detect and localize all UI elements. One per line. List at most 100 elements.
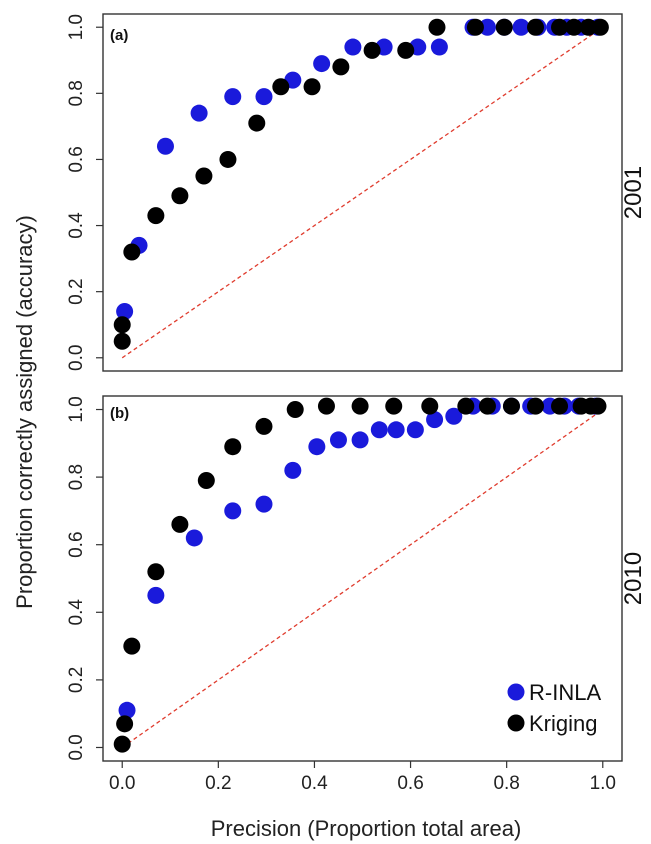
point-kriging bbox=[579, 18, 597, 36]
point-kriging bbox=[317, 397, 335, 415]
y-tick-label: 0.6 bbox=[66, 531, 87, 557]
y-tick-label: 0.4 bbox=[66, 212, 87, 239]
point-kriging bbox=[123, 637, 141, 655]
y-tick-label: 1.0 bbox=[66, 14, 87, 40]
x-tick-label: 0.6 bbox=[397, 773, 423, 794]
legend: R-INLA Kriging bbox=[507, 680, 601, 736]
legend-marker-r-inla bbox=[507, 683, 525, 701]
y-tick-label: 0.2 bbox=[66, 278, 87, 304]
point-r-inla bbox=[116, 303, 134, 320]
point-kriging bbox=[219, 150, 237, 168]
point-kriging bbox=[171, 187, 189, 205]
point-kriging bbox=[123, 243, 141, 261]
x-tick-label: 1.0 bbox=[590, 773, 616, 794]
point-kriging bbox=[591, 18, 609, 36]
point-kriging bbox=[116, 715, 134, 733]
point-kriging bbox=[113, 735, 131, 753]
point-r-inla bbox=[313, 55, 331, 73]
point-kriging bbox=[113, 332, 131, 350]
point-r-inla bbox=[351, 431, 369, 449]
point-r-inla bbox=[224, 502, 242, 520]
y-tick-label: 0.0 bbox=[66, 345, 87, 371]
point-r-inla bbox=[426, 411, 444, 429]
point-r-inla bbox=[255, 495, 273, 513]
point-r-inla bbox=[478, 18, 496, 36]
x-tick-label: 0.8 bbox=[493, 773, 519, 794]
year-label: 2001 bbox=[620, 166, 647, 219]
y-tick-label: 1.0 bbox=[66, 396, 87, 422]
point-r-inla bbox=[387, 421, 405, 439]
point-r-inla bbox=[190, 104, 208, 122]
x-tick-label: 0.2 bbox=[205, 773, 231, 794]
point-r-inla bbox=[344, 38, 362, 56]
point-r-inla bbox=[156, 137, 174, 155]
point-kriging bbox=[224, 438, 242, 456]
y-tick-label: 0.0 bbox=[66, 734, 87, 760]
point-r-inla bbox=[118, 701, 136, 719]
point-kriging bbox=[495, 18, 513, 36]
point-kriging bbox=[147, 563, 165, 581]
x-axis-title: Precision (Proportion total area) bbox=[211, 816, 522, 841]
y-tick-label: 0.2 bbox=[66, 667, 87, 693]
point-kriging bbox=[195, 167, 213, 185]
point-kriging bbox=[255, 417, 273, 435]
point-kriging bbox=[551, 397, 569, 415]
point-kriging bbox=[551, 18, 569, 36]
x-tick-label: 0.4 bbox=[301, 773, 328, 794]
legend-label-r-inla: R-INLA bbox=[529, 680, 601, 705]
panels-layer: 0.0 0.2 0.4 0.6 0.8 1.0 (a) 2001 0.0 0.2 0.4 0.6 0.8… bbox=[66, 13, 647, 794]
point-r-inla bbox=[185, 529, 203, 547]
point-r-inla bbox=[255, 88, 273, 106]
point-kriging bbox=[113, 316, 131, 334]
point-kriging bbox=[272, 78, 290, 96]
point-kriging bbox=[527, 18, 544, 36]
point-r-inla bbox=[370, 421, 388, 439]
point-r-inla bbox=[430, 38, 448, 56]
point-kriging bbox=[589, 397, 607, 415]
point-kriging bbox=[351, 397, 369, 415]
panel-a: 0.0 0.2 0.4 0.6 0.8 1.0 (a) 2001 bbox=[66, 13, 647, 372]
y-tick-label: 0.8 bbox=[66, 464, 87, 490]
point-r-inla bbox=[512, 18, 530, 36]
plot-frame bbox=[102, 13, 623, 372]
point-r-inla bbox=[406, 421, 424, 439]
point-r-inla bbox=[308, 438, 326, 456]
point-kriging bbox=[457, 397, 475, 415]
y-tick-label: 0.6 bbox=[66, 146, 87, 172]
point-kriging bbox=[332, 58, 350, 76]
point-r-inla bbox=[329, 431, 347, 449]
point-kriging bbox=[385, 397, 403, 415]
point-kriging bbox=[171, 515, 189, 533]
panel-label: (a) bbox=[110, 27, 128, 44]
point-r-inla bbox=[284, 461, 302, 479]
point-kriging bbox=[428, 18, 446, 36]
legend-marker-kriging bbox=[507, 714, 525, 732]
point-kriging bbox=[248, 114, 266, 132]
point-r-inla bbox=[147, 586, 165, 604]
y-tick-label: 0.4 bbox=[66, 599, 87, 626]
y-tick-label: 0.8 bbox=[66, 80, 87, 106]
year-label: 2010 bbox=[620, 552, 647, 605]
point-kriging bbox=[478, 397, 496, 415]
point-kriging bbox=[466, 18, 484, 36]
panel-b: 0.0 0.2 0.4 0.6 0.8 1.0 0.0 0.2 0.4 0.6 0.8 1.0 (b) 2… bbox=[66, 395, 647, 794]
point-kriging bbox=[147, 207, 165, 225]
point-kriging bbox=[397, 41, 415, 59]
point-kriging bbox=[502, 397, 520, 415]
point-kriging bbox=[303, 78, 321, 96]
point-r-inla bbox=[224, 88, 242, 106]
point-kriging bbox=[421, 397, 439, 415]
plot-frame bbox=[102, 395, 623, 762]
reference-line bbox=[121, 26, 604, 359]
point-kriging bbox=[197, 471, 215, 489]
y-axis-title: Proportion correctly assigned (accuracy) bbox=[12, 215, 37, 609]
point-kriging bbox=[286, 401, 304, 419]
point-kriging bbox=[565, 18, 583, 36]
point-kriging bbox=[363, 41, 381, 59]
x-tick-label: 0.0 bbox=[109, 773, 135, 794]
point-r-inla bbox=[445, 407, 463, 425]
panel-label: (b) bbox=[110, 405, 129, 422]
point-kriging bbox=[527, 397, 544, 415]
legend-label-kriging: Kriging bbox=[529, 711, 597, 736]
